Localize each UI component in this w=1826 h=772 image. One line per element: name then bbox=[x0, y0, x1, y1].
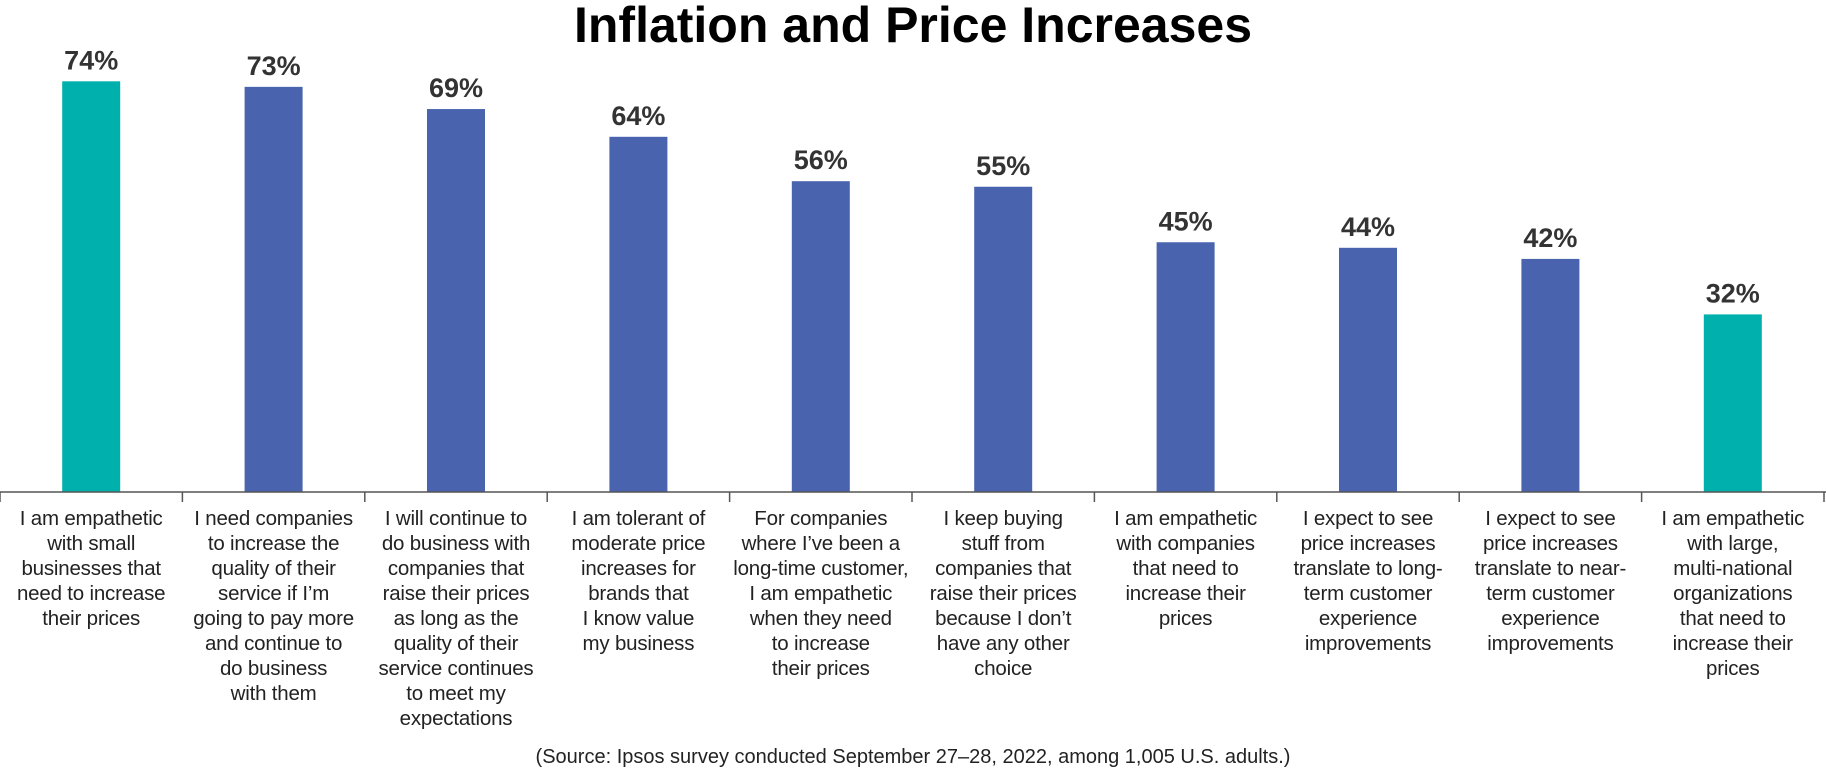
category-label-6: I keep buying stuff from companies that … bbox=[929, 507, 1077, 680]
category-label-8: I expect to see price increases translat… bbox=[1293, 507, 1443, 655]
category-label-2: I need companies to increase the quality… bbox=[193, 507, 354, 705]
data-label-8: 44% bbox=[1341, 212, 1395, 242]
category-label-5: For companies where I’ve been a long-tim… bbox=[733, 507, 909, 680]
data-label-3: 69% bbox=[429, 73, 483, 103]
category-label-4: I am tolerant of moderate price increase… bbox=[571, 507, 706, 655]
data-label-6: 55% bbox=[976, 151, 1030, 181]
bar-9 bbox=[1521, 258, 1580, 492]
category-label-3: I will continue to do business with comp… bbox=[378, 507, 534, 730]
value-labels-group: 74% 73% 69% 64% 56% 55% 45% 44% 42% 32% bbox=[64, 45, 1760, 308]
bar-8 bbox=[1339, 247, 1397, 492]
category-label-7: I am empathetic with companies that need… bbox=[1114, 507, 1258, 630]
bar-6 bbox=[974, 186, 1033, 492]
bar-2 bbox=[244, 86, 303, 492]
bar-10 bbox=[1703, 314, 1762, 492]
bar-3 bbox=[427, 109, 485, 493]
category-label-10: I am empathetic with large, multi-nation… bbox=[1661, 507, 1805, 680]
data-label-10: 32% bbox=[1706, 278, 1760, 308]
bar-4 bbox=[609, 136, 668, 493]
category-label-9: I expect to see price increases translat… bbox=[1474, 507, 1627, 655]
data-label-5: 56% bbox=[794, 145, 848, 175]
bar-5 bbox=[791, 181, 850, 492]
data-label-2: 73% bbox=[247, 51, 301, 81]
data-label-4: 64% bbox=[611, 101, 665, 131]
bar-7 bbox=[1156, 242, 1215, 492]
x-axis bbox=[0, 491, 1826, 502]
data-label-7: 45% bbox=[1159, 206, 1213, 236]
data-label-1: 74% bbox=[64, 45, 118, 75]
category-label-1: I am empathetic with small businesses th… bbox=[16, 507, 166, 630]
source-note: (Source: Ipsos survey conducted Septembe… bbox=[535, 746, 1291, 768]
data-label-9: 42% bbox=[1523, 223, 1577, 253]
chart-title: Inflation and Price Increases bbox=[573, 0, 1253, 53]
bars-group bbox=[62, 81, 1762, 493]
bar-1 bbox=[62, 81, 121, 493]
